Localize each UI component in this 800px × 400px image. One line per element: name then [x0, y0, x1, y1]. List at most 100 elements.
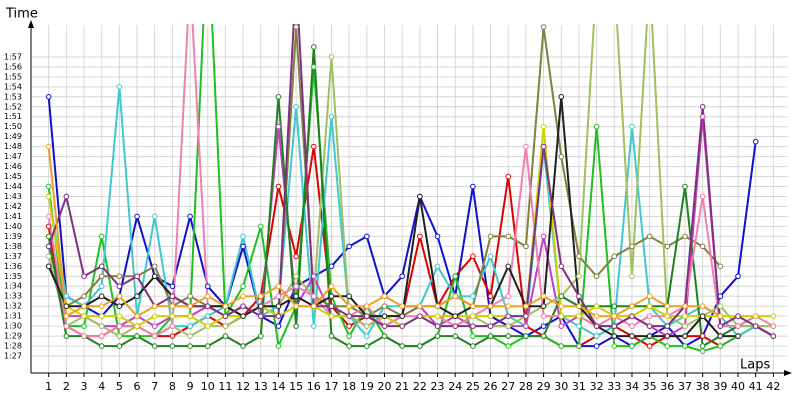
x-tick-label: 25 — [466, 380, 480, 393]
x-tick-label: 31 — [572, 380, 586, 393]
data-point — [735, 313, 741, 319]
data-point — [470, 253, 476, 260]
data-point — [222, 313, 229, 319]
data-point — [45, 263, 52, 270]
series-line — [47, 24, 774, 337]
series-line — [47, 146, 774, 348]
data-point — [257, 313, 264, 319]
data-point — [311, 44, 317, 50]
data-point — [399, 343, 405, 349]
data-point — [699, 303, 706, 309]
y-tick-label: 1:29 — [4, 332, 22, 341]
data-point — [381, 303, 388, 309]
data-point — [275, 313, 282, 319]
data-point — [487, 323, 494, 329]
x-tick-label: 29 — [537, 380, 551, 393]
data-point — [169, 343, 176, 349]
data-point — [116, 303, 123, 309]
x-tick-label: 17 — [324, 380, 338, 393]
data-point — [470, 313, 476, 319]
data-point — [257, 223, 264, 230]
y-tick-label: 1:53 — [4, 92, 22, 101]
data-point — [664, 313, 671, 319]
data-point — [770, 313, 777, 319]
y-tick-label: 1:46 — [4, 162, 22, 171]
data-point — [134, 213, 140, 220]
data-point — [629, 313, 635, 319]
y-tick-label: 1:44 — [4, 182, 22, 191]
y-tick-label: 1:38 — [4, 242, 22, 251]
data-point — [470, 323, 476, 329]
data-point — [346, 293, 352, 300]
data-point — [558, 153, 565, 160]
x-axis-title: Laps — [740, 358, 770, 373]
x-tick-label: 30 — [554, 380, 568, 393]
data-point — [240, 313, 246, 319]
data-point — [470, 343, 476, 349]
data-point — [151, 323, 158, 329]
data-point — [346, 243, 352, 250]
series-line — [47, 24, 774, 338]
data-point — [187, 333, 193, 339]
data-point — [505, 313, 512, 319]
data-point — [629, 303, 635, 309]
x-tick-label: 6 — [134, 380, 141, 393]
data-point — [169, 323, 176, 329]
data-point — [346, 303, 352, 309]
data-point — [699, 333, 706, 339]
data-point — [699, 103, 706, 110]
data-point — [699, 193, 706, 200]
data-point — [699, 243, 706, 250]
y-tick-label: 1:47 — [4, 152, 22, 161]
data-point — [646, 293, 653, 300]
data-point — [63, 333, 70, 339]
data-point — [629, 243, 635, 250]
data-point — [311, 143, 317, 150]
data-point — [593, 343, 600, 349]
data-point — [293, 103, 299, 110]
data-point — [735, 323, 741, 329]
data-point — [222, 323, 229, 329]
data-point — [752, 323, 759, 329]
data-point — [116, 283, 123, 290]
data-point — [187, 293, 193, 300]
data-point — [523, 323, 529, 329]
data-point — [487, 333, 494, 339]
data-point — [399, 273, 405, 280]
x-tick-label: 4 — [98, 380, 105, 393]
x-tick-label: 41 — [749, 380, 763, 393]
data-point — [611, 333, 618, 339]
data-point — [293, 293, 299, 300]
x-tick-label: 2 — [63, 380, 70, 393]
data-point — [275, 123, 282, 130]
data-point — [629, 273, 635, 280]
data-point — [116, 313, 123, 319]
data-point — [45, 143, 52, 150]
data-point — [240, 343, 246, 349]
data-point — [417, 303, 423, 309]
data-point — [81, 293, 87, 300]
x-tick-label: 11 — [218, 380, 232, 393]
data-point — [770, 333, 777, 339]
data-point — [134, 333, 140, 339]
data-point — [45, 93, 52, 100]
data-point — [576, 273, 582, 280]
data-point — [505, 173, 512, 180]
y-tick-label: 1:41 — [4, 212, 22, 221]
y-tick-label: 1:30 — [4, 322, 22, 331]
data-point — [134, 323, 140, 329]
data-point — [240, 243, 246, 250]
x-tick-label: 3 — [81, 380, 88, 393]
x-tick-label: 14 — [271, 380, 285, 393]
x-tick-label: 20 — [378, 380, 392, 393]
data-point — [629, 123, 635, 130]
y-tick-label: 1:40 — [4, 222, 22, 231]
data-point — [540, 233, 547, 240]
data-point — [364, 333, 370, 339]
data-point — [593, 313, 600, 319]
x-tick-label: 34 — [625, 380, 639, 393]
data-point — [576, 313, 582, 319]
data-point — [611, 303, 618, 309]
data-point — [699, 313, 706, 319]
x-axis-arrow — [784, 370, 792, 376]
